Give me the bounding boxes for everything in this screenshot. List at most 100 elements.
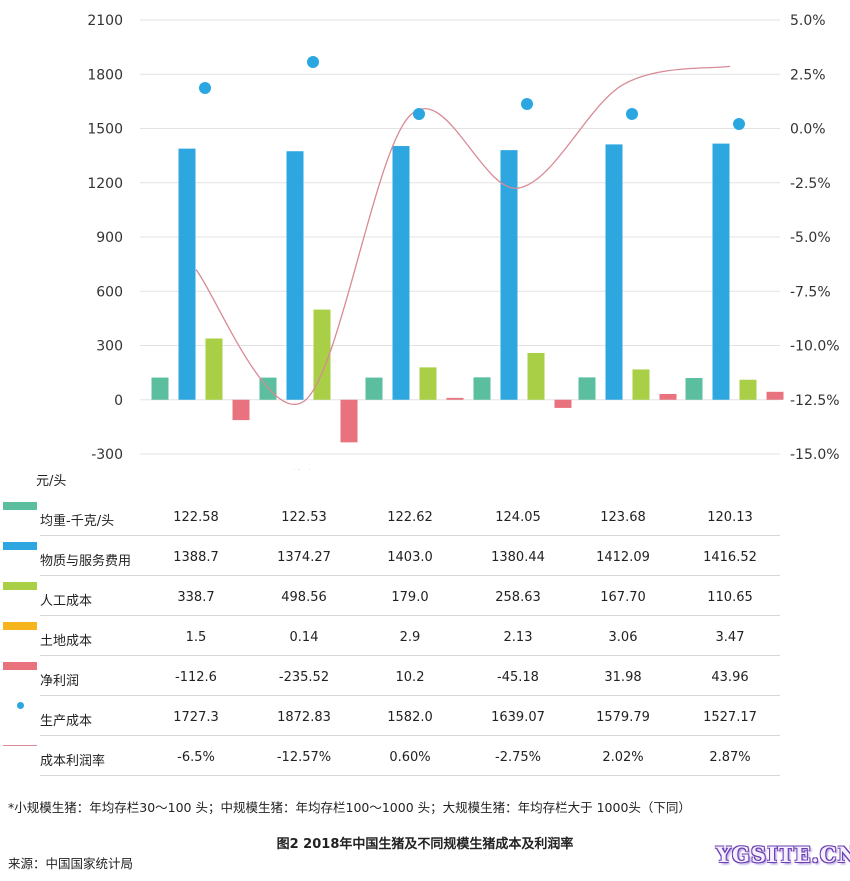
y-tick-label: 1500 bbox=[87, 122, 123, 138]
table-row-label: 净利润 bbox=[40, 674, 80, 689]
bar-0-5 bbox=[685, 378, 703, 400]
bar-4-3 bbox=[554, 399, 572, 408]
y2-tick-label: -10.0% bbox=[790, 339, 840, 355]
table-cell: 2.02% bbox=[602, 750, 644, 765]
table-cell: 2.13 bbox=[503, 630, 533, 645]
bar-2-2 bbox=[419, 367, 437, 400]
legend-swatch bbox=[3, 662, 37, 670]
y-tick-label: 600 bbox=[96, 284, 123, 300]
y2-tick-label: 0.0% bbox=[790, 122, 826, 138]
bar-1-4 bbox=[605, 144, 623, 400]
legend-swatch bbox=[3, 502, 37, 510]
bar-4-1 bbox=[340, 399, 358, 443]
table-cell: 124.05 bbox=[495, 510, 541, 525]
table-cell: 110.65 bbox=[707, 590, 753, 605]
y-tick-label: -300 bbox=[91, 447, 123, 463]
y-tick-label: 900 bbox=[96, 230, 123, 246]
bar-0-4 bbox=[578, 377, 596, 400]
table-cell: 338.7 bbox=[177, 590, 215, 605]
table-cell: 1388.7 bbox=[173, 550, 219, 565]
source-note: 来源：中国国家统计局 bbox=[8, 856, 134, 871]
y-tick-label: 1200 bbox=[87, 176, 123, 192]
production-cost-dot bbox=[413, 108, 425, 120]
table-row-divider bbox=[40, 775, 780, 776]
table-cell: 0.14 bbox=[289, 630, 319, 645]
bar-1-2 bbox=[392, 146, 410, 400]
x-category-label: 散养生猪 bbox=[277, 469, 329, 470]
bar-0-0 bbox=[151, 377, 169, 400]
production-cost-dot bbox=[521, 98, 533, 110]
table-cell: 179.0 bbox=[391, 590, 429, 605]
production-cost-dot bbox=[199, 82, 211, 94]
table-cell: 122.62 bbox=[387, 510, 433, 525]
table-row-label: 均重-千克/头 bbox=[40, 514, 115, 529]
legend-swatch bbox=[3, 582, 37, 590]
bar-0-2 bbox=[365, 377, 383, 400]
figure-title: 图2 2018年中国生猪及不同规模生猪成本及利润率 bbox=[276, 837, 574, 852]
table-cell: 10.2 bbox=[395, 670, 425, 685]
bar-2-1 bbox=[313, 309, 331, 400]
bar-4-2 bbox=[446, 397, 464, 400]
table-cell: 122.53 bbox=[281, 510, 327, 525]
table-cell: 258.63 bbox=[495, 590, 541, 605]
table-row-divider bbox=[40, 575, 780, 576]
y2-tick-label: -15.0% bbox=[790, 447, 840, 463]
bar-1-1 bbox=[286, 151, 304, 400]
table-cell: 0.60% bbox=[389, 750, 431, 765]
legend-swatch bbox=[3, 542, 37, 550]
unit-label: 元/头 bbox=[36, 474, 67, 489]
table-cell: 1527.17 bbox=[703, 710, 757, 725]
y2-tick-label: -5.0% bbox=[790, 230, 831, 246]
table-cell: -235.52 bbox=[278, 670, 330, 685]
table-row-label: 土地成本 bbox=[40, 634, 93, 649]
bar-1-0 bbox=[178, 148, 196, 400]
table-row-label: 人工成本 bbox=[40, 594, 93, 609]
legend-swatch bbox=[3, 622, 37, 630]
y-tick-label: 2100 bbox=[87, 13, 123, 29]
bar-2-3 bbox=[527, 352, 545, 400]
production-cost-dot bbox=[307, 56, 319, 68]
table-row-divider bbox=[40, 695, 780, 696]
y2-tick-label: 5.0% bbox=[790, 13, 826, 29]
table-cell: 498.56 bbox=[281, 590, 327, 605]
table-cell: 43.96 bbox=[711, 670, 749, 685]
table-row-divider bbox=[40, 535, 780, 536]
table-cell: 31.98 bbox=[604, 670, 642, 685]
table-cell: -2.75% bbox=[495, 750, 541, 765]
y2-tick-label: 2.5% bbox=[790, 67, 826, 83]
table-row-label: 物质与服务费用 bbox=[40, 554, 132, 569]
table-cell: 1579.79 bbox=[596, 710, 650, 725]
table-cell: 1727.3 bbox=[173, 710, 219, 725]
y2-tick-label: -7.5% bbox=[790, 284, 831, 300]
table-cell: 1412.09 bbox=[596, 550, 650, 565]
table-cell: 1403.0 bbox=[387, 550, 433, 565]
table-row-divider bbox=[40, 615, 780, 616]
table-cell: 2.9 bbox=[399, 630, 421, 645]
table-cell: 122.58 bbox=[173, 510, 219, 525]
table-row-label: 成本利润率 bbox=[40, 754, 106, 769]
table-cell: 167.70 bbox=[600, 590, 646, 605]
legend-line-icon bbox=[3, 745, 37, 746]
bar-1-5 bbox=[712, 143, 730, 400]
table-cell: -12.57% bbox=[276, 750, 332, 765]
table-cell: 1.5 bbox=[185, 630, 207, 645]
y-tick-label: 0 bbox=[114, 393, 123, 409]
table-cell: 3.06 bbox=[608, 630, 638, 645]
watermark-logo: YGSITE.CN bbox=[716, 842, 850, 867]
table-cell: 3.47 bbox=[715, 630, 745, 645]
table-cell: 120.13 bbox=[707, 510, 753, 525]
chart-area: 2100 1800 1500 1200 900 600 300 0 -300 5.0% 2.5% 0.… bbox=[87, 13, 840, 470]
bar-4-4 bbox=[659, 393, 677, 400]
bar-4-5 bbox=[766, 391, 784, 400]
production-cost-dot bbox=[733, 118, 745, 130]
table-cell: 1872.83 bbox=[277, 710, 331, 725]
table-cell: 1582.0 bbox=[387, 710, 433, 725]
y2-tick-label: -2.5% bbox=[790, 176, 831, 192]
production-cost-dot bbox=[626, 108, 638, 120]
table-cell: 2.87% bbox=[709, 750, 751, 765]
table-cell: -6.5% bbox=[177, 750, 215, 765]
table-cell: 1374.27 bbox=[277, 550, 331, 565]
table-cell: 123.68 bbox=[600, 510, 646, 525]
bar-0-3 bbox=[473, 377, 491, 400]
table-row-divider bbox=[40, 655, 780, 656]
